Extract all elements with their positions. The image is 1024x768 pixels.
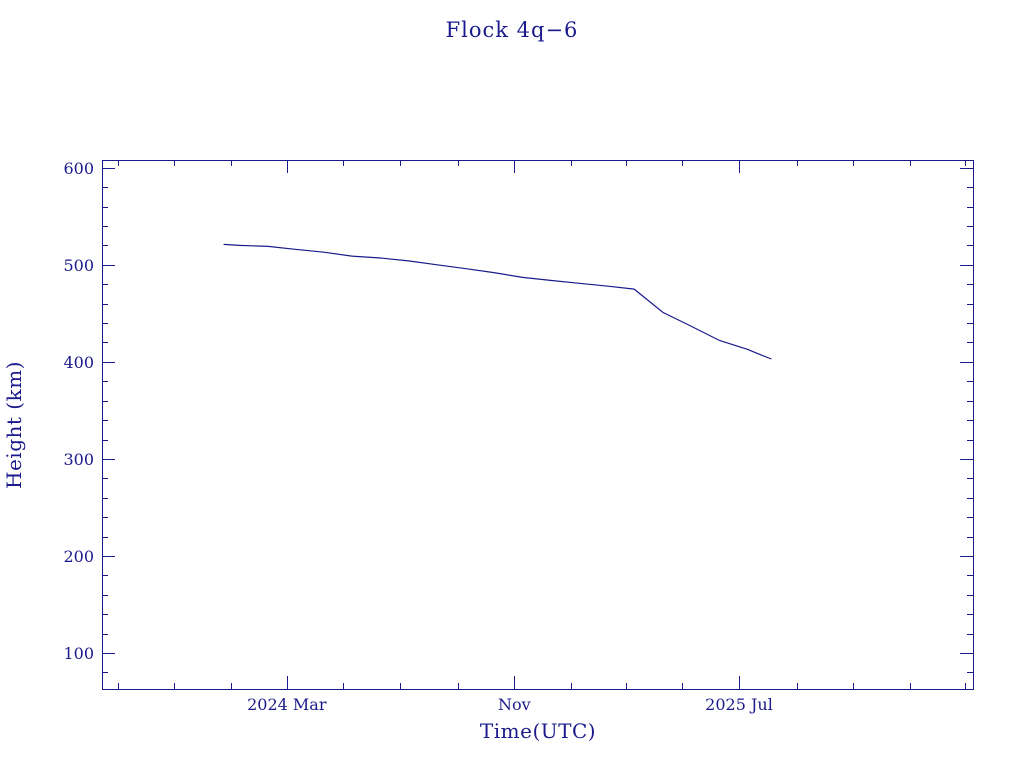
y-tick-label: 100 (63, 644, 94, 663)
x-tick-label: 2025 Jul (705, 695, 773, 714)
x-axis-label: Time(UTC) (480, 719, 596, 743)
y-axis-ticks: 100 200 300 400 500 600 (63, 159, 973, 673)
plot-frame (102, 160, 974, 690)
chart-title: Flock 4q−6 (446, 18, 579, 42)
series-layer (223, 243, 772, 360)
x-tick-label: 2024 Mar (247, 695, 327, 714)
y-tick-label: 400 (63, 353, 94, 372)
y-axis-label: Height (km) (2, 361, 26, 489)
y-tick-label: 300 (63, 450, 94, 469)
height-series-line (223, 243, 772, 360)
y-tick-label: 500 (63, 256, 94, 275)
x-axis-ticks: 2024 Mar Nov 2025 Jul (118, 160, 966, 714)
y-tick-label: 200 (63, 547, 94, 566)
x-tick-label: Nov (498, 695, 531, 714)
y-tick-label: 600 (63, 159, 94, 178)
